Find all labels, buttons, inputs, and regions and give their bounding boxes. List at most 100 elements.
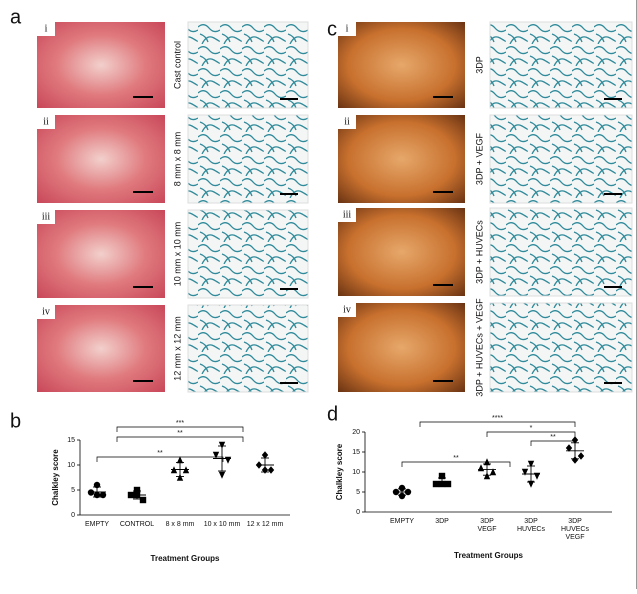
x-axis-title: Treatment Groups [151,554,220,563]
y-tick-label: 10 [67,462,75,469]
y-tick-label: 5 [356,489,360,496]
point [483,472,491,480]
significance-label: ** [177,430,183,437]
histology [489,207,633,297]
scale-bar [133,380,153,382]
panel-letter: d [327,403,338,425]
numeral: iii [343,209,352,220]
point [139,496,147,504]
y-axis-title: Chalkley score [335,443,344,500]
row-label: 3DP + VEGF [474,132,484,185]
numeral-box [37,115,55,129]
x-tick-label: VEGF [565,534,584,541]
charts: b 0 5 10 15 Chalkley score Treatment Groups EMP… [10,403,612,563]
photo [338,303,465,392]
scale-bar [433,284,453,286]
point [261,451,269,459]
numeral: iv [343,304,351,315]
photo [338,115,465,203]
scale-bar [604,382,622,384]
point [438,472,446,480]
histology [489,114,633,204]
significance-label: *** [176,420,184,427]
numeral: iv [42,306,50,317]
scale-bar [433,380,453,382]
photo [37,22,165,108]
point [398,492,406,500]
scale-bar [604,193,622,195]
scale-bar [280,98,298,100]
scale-bar [433,191,453,193]
y-tick-label: 10 [352,469,360,476]
significance-bracket [116,436,244,442]
x-tick-label: VEGF [477,526,496,533]
scale-bar [133,96,153,98]
scale-bar [280,288,298,290]
x-tick-label: HUVECs [561,526,590,533]
x-tick-label: 12 x 12 mm [247,521,284,528]
panel-letter: a [10,6,22,28]
point [224,456,232,464]
histology [187,114,309,204]
scale-bar [133,191,153,193]
histology [489,21,633,109]
significance-label: **** [492,415,503,422]
point [432,480,440,488]
numeral-box [37,305,55,319]
point [99,491,107,499]
x-tick-label: 3DP [480,518,494,525]
numeral: i [346,23,349,34]
point [533,472,541,480]
y-tick-label: 15 [352,449,360,456]
scale-bar [280,382,298,384]
point [398,484,406,492]
point [218,471,226,479]
point [527,480,535,488]
panel-letter: b [10,410,21,432]
point [527,460,535,468]
y-tick-label: 0 [356,509,360,516]
scale-bar [604,98,622,100]
x-tick-label: HUVECs [517,526,546,533]
scale-bar [433,96,453,98]
photo [37,210,165,298]
y-tick-label: 0 [71,512,75,519]
panel-letter: c [327,18,337,40]
x-tick-label: EMPTY [85,521,109,528]
point [571,436,579,444]
significance-bracket [401,461,511,467]
photo [37,305,165,392]
significance-bracket [530,440,576,446]
point [489,468,497,476]
numeral: i [45,23,48,34]
point [176,456,184,464]
histology [187,209,309,299]
point [87,489,95,496]
x-tick-label: EMPTY [390,518,414,525]
photo [338,22,465,108]
row-label: 8 mm x 8 mm [172,132,182,187]
point [521,468,529,476]
photo [37,115,165,203]
point [133,486,141,494]
significance-bracket [419,421,576,427]
row-label: 12 mm x 12 mm [172,316,182,381]
x-tick-label: CONTROL [120,521,154,528]
row-label: 3DP [474,56,484,74]
significance-label: ** [157,450,163,457]
histology [489,302,633,393]
point [444,480,452,488]
numeral-box [338,22,356,36]
row-label: 3DP + HUVECs [474,220,484,284]
histology [187,21,309,109]
significance-label: ** [453,455,459,462]
numeral-box [338,303,356,317]
point [212,451,220,459]
y-axis-title: Chalkley score [51,449,60,506]
numeral: ii [43,116,49,127]
point [267,466,275,474]
y-tick-label: 15 [67,437,75,444]
row-label: 10 mm x 10 mm [172,222,182,287]
